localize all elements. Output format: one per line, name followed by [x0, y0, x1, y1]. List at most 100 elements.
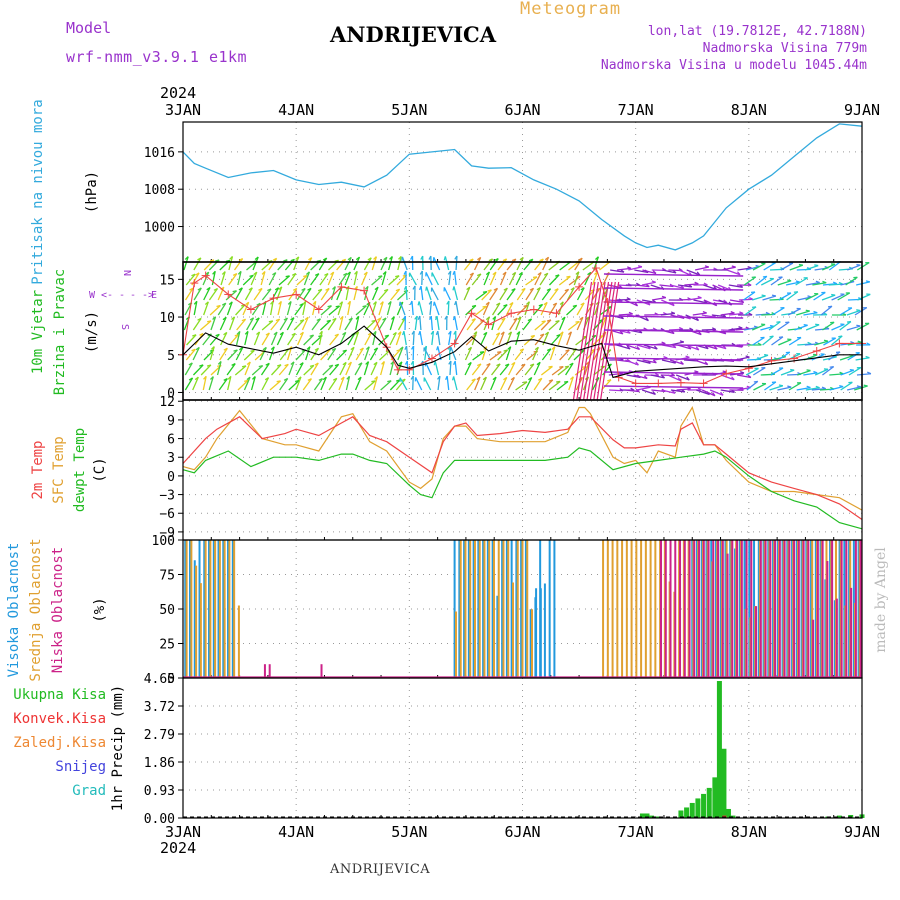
wind-streak — [572, 281, 593, 401]
wind-arrow — [453, 286, 459, 301]
wind-arrow-head — [283, 317, 288, 321]
wind-arrow — [516, 257, 524, 271]
wind-arrow-head — [697, 295, 702, 299]
wind-arrow — [395, 331, 402, 346]
wind-arrow — [515, 272, 523, 286]
wind-arrow — [616, 344, 631, 350]
wind-arrow — [661, 359, 676, 364]
wind-arrow-head — [316, 318, 321, 322]
wind-arrow — [303, 271, 311, 286]
wind-arrow — [480, 376, 487, 391]
wind-arrow — [436, 316, 440, 331]
wind-arrow — [395, 378, 406, 391]
wind-arrow-head — [555, 320, 560, 323]
wind-arrow-head — [399, 346, 404, 351]
wind-arrow-head — [813, 310, 818, 314]
wind-band — [603, 329, 744, 333]
wind-arrow — [466, 318, 476, 331]
model-name: wrf-nmm_v3.9.1 e1km — [66, 48, 248, 66]
model-altitude-text: Nadmorska Visina u modelu 1045.44m — [600, 58, 867, 73]
wind-arrow-head — [587, 271, 592, 276]
precip-bar — [712, 777, 718, 818]
wind-arrow-head — [238, 287, 243, 291]
wind-arrow-head — [530, 334, 535, 338]
wind-arrow-head — [519, 256, 524, 261]
wind-arrow — [386, 301, 392, 316]
wind-arrow — [812, 282, 827, 286]
wind-arrow — [295, 376, 302, 391]
wind-arrow — [796, 310, 810, 316]
x-tick-label-top: 4JAN — [278, 101, 314, 119]
y-tick-label: 12 — [159, 395, 175, 410]
wind-arrow-head — [814, 264, 819, 267]
wind-arrow-head — [745, 355, 750, 358]
wind-arrow-head — [435, 330, 439, 336]
wind-arrow-head — [671, 390, 676, 394]
wind-arrow-head — [365, 346, 370, 350]
wind-arrow — [448, 331, 452, 346]
panel-frame — [182, 677, 863, 819]
wind-arrow — [475, 305, 487, 316]
wind-arrow-head — [199, 364, 204, 367]
wind-arrow — [378, 317, 387, 331]
wind-arrow — [192, 317, 202, 331]
wind-arrow-head — [331, 347, 336, 351]
wind-arrow — [474, 376, 481, 391]
wind-arrow-head — [451, 376, 455, 381]
wind-arrow-head — [748, 312, 753, 316]
wind-arrow-head — [401, 256, 404, 261]
wind-arrow-head — [290, 317, 295, 321]
wind-arrow — [726, 269, 741, 276]
wind-arrow-head — [503, 304, 508, 307]
wind-arrow — [491, 363, 501, 376]
wind-arrow-head — [287, 301, 292, 305]
wind-arrow — [305, 346, 311, 361]
wind-streak — [579, 281, 599, 401]
wind-arrow — [354, 376, 362, 391]
wind-arrow — [329, 333, 340, 346]
wind-arrow — [447, 300, 450, 316]
wind-arrow — [412, 375, 414, 391]
y-tick-label: 3.72 — [144, 700, 175, 715]
wind-arrow — [821, 263, 836, 271]
wind-arrow — [414, 316, 418, 331]
wind-arrow-head — [798, 263, 803, 266]
wind-arrow — [449, 360, 452, 376]
wind-arrow-head — [823, 339, 829, 342]
wind-arrow — [635, 284, 650, 288]
wind-arrow-head — [383, 256, 388, 261]
wind-arrow — [541, 348, 552, 361]
wind-arrow-head — [765, 311, 770, 315]
wind-arrow-head — [660, 327, 665, 331]
wind-arrow — [601, 379, 612, 391]
wind-arrow-head — [866, 371, 872, 375]
wind-arrow-head — [443, 256, 446, 261]
wind-arrow-head — [279, 331, 284, 336]
wind-arrow — [320, 349, 331, 361]
wind-arrow — [556, 380, 569, 391]
wind-arrow-head — [191, 348, 196, 352]
wind-arrow-head — [685, 355, 690, 358]
wind-arrow — [625, 389, 640, 393]
wind-arrow-head — [318, 377, 323, 381]
y-tick-label: 100 — [152, 534, 175, 549]
wind-arrow-head — [521, 363, 526, 367]
wind-arrow-head — [678, 326, 684, 330]
wind-arrow — [548, 320, 560, 331]
wind-arrow-head — [232, 273, 238, 276]
wind-arrow — [389, 316, 395, 331]
wind-arrow-head — [246, 361, 251, 366]
wind-arrow — [566, 287, 575, 301]
wind-arrow-head — [697, 387, 702, 391]
wind-arrow-head — [379, 301, 384, 305]
wind-arrow-head — [561, 316, 566, 321]
wind-arrow-head — [241, 318, 246, 322]
wind-arrow — [542, 379, 554, 391]
wind-arrow-head — [264, 377, 269, 381]
wind-arrow-head — [516, 331, 521, 335]
wind-arrow — [551, 366, 564, 376]
sfc-temp-line — [182, 406, 863, 511]
wind-arrow-head — [863, 384, 868, 387]
wind-arrow-head — [695, 346, 700, 351]
wind-arrow-head — [195, 272, 200, 276]
